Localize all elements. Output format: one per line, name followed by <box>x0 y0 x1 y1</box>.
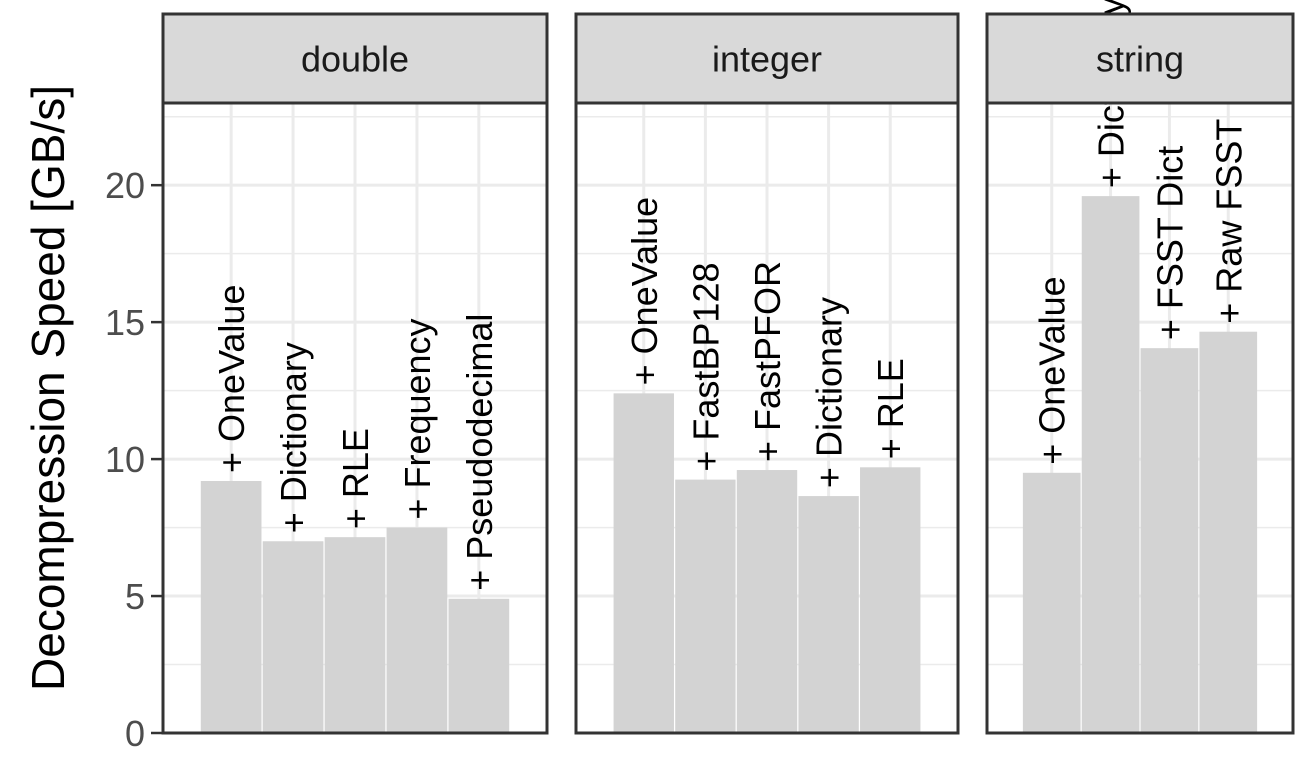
bar-label: + Raw FSST <box>1208 119 1249 324</box>
bar-label: + OneValue <box>1032 276 1073 464</box>
bar-label: + RLE <box>870 358 911 459</box>
facet-strip <box>161 12 549 105</box>
bar-string-3 <box>1140 348 1199 733</box>
bar-label: + FSST Dict <box>1149 146 1190 340</box>
bar-double-5 <box>448 598 510 733</box>
y-tick-label: 15 <box>105 302 145 343</box>
y-tick-label: 5 <box>125 576 145 617</box>
bar-label: + OneValue <box>211 285 252 473</box>
bar-double-1 <box>200 481 262 733</box>
bar-label: + FastPFOR <box>747 261 788 462</box>
bar-string-4 <box>1199 331 1258 733</box>
facet-strip-label: double <box>301 39 409 80</box>
bar-integer-3 <box>736 470 798 733</box>
y-axis-title: Decompression Speed [GB/s] <box>22 85 74 691</box>
facet-strip <box>574 12 960 105</box>
bar-label: + Dictionary <box>273 342 314 533</box>
bar-label: + FastBP128 <box>685 262 726 471</box>
facet-panel-integer: + OneValue + FastBP128 + FastPFOR + Diction… <box>574 12 960 735</box>
bar-integer-4 <box>798 496 859 733</box>
facet-panel-double: + OneValue + Dictionary + RLE + Frequency + … <box>161 12 549 735</box>
y-tick-label: 10 <box>105 439 145 480</box>
bar-label: + Frequency <box>397 318 438 519</box>
bar-integer-2 <box>675 479 736 733</box>
bar-integer-1 <box>613 393 674 733</box>
bar-string-1 <box>1022 472 1081 733</box>
bar-double-3 <box>324 537 386 733</box>
bar-label: + Dictionary <box>809 297 850 488</box>
facet-panels: + OneValue + Dictionary + RLE + Frequency + … <box>161 0 1295 735</box>
bar-integer-5 <box>860 467 921 733</box>
y-tick-label: 20 <box>105 165 145 206</box>
bar-double-4 <box>386 527 448 733</box>
bar-label: + RLE <box>335 428 376 529</box>
facet-strip-label: string <box>1096 39 1184 80</box>
y-axis: 0 5 10 15 20 <box>105 165 163 754</box>
facet-strip <box>985 12 1295 105</box>
bar-label: + Pseudodecimal <box>459 314 500 591</box>
bar-double-2 <box>262 541 324 733</box>
facet-strip-label: integer <box>712 39 822 80</box>
bar-label: + OneValue <box>624 197 665 385</box>
bar-string-2 <box>1081 196 1140 733</box>
y-tick-label: 0 <box>125 713 145 754</box>
facet-panel-string: + OneValue+ Dictionary+ FSST Dict+ Raw F… <box>985 0 1295 735</box>
